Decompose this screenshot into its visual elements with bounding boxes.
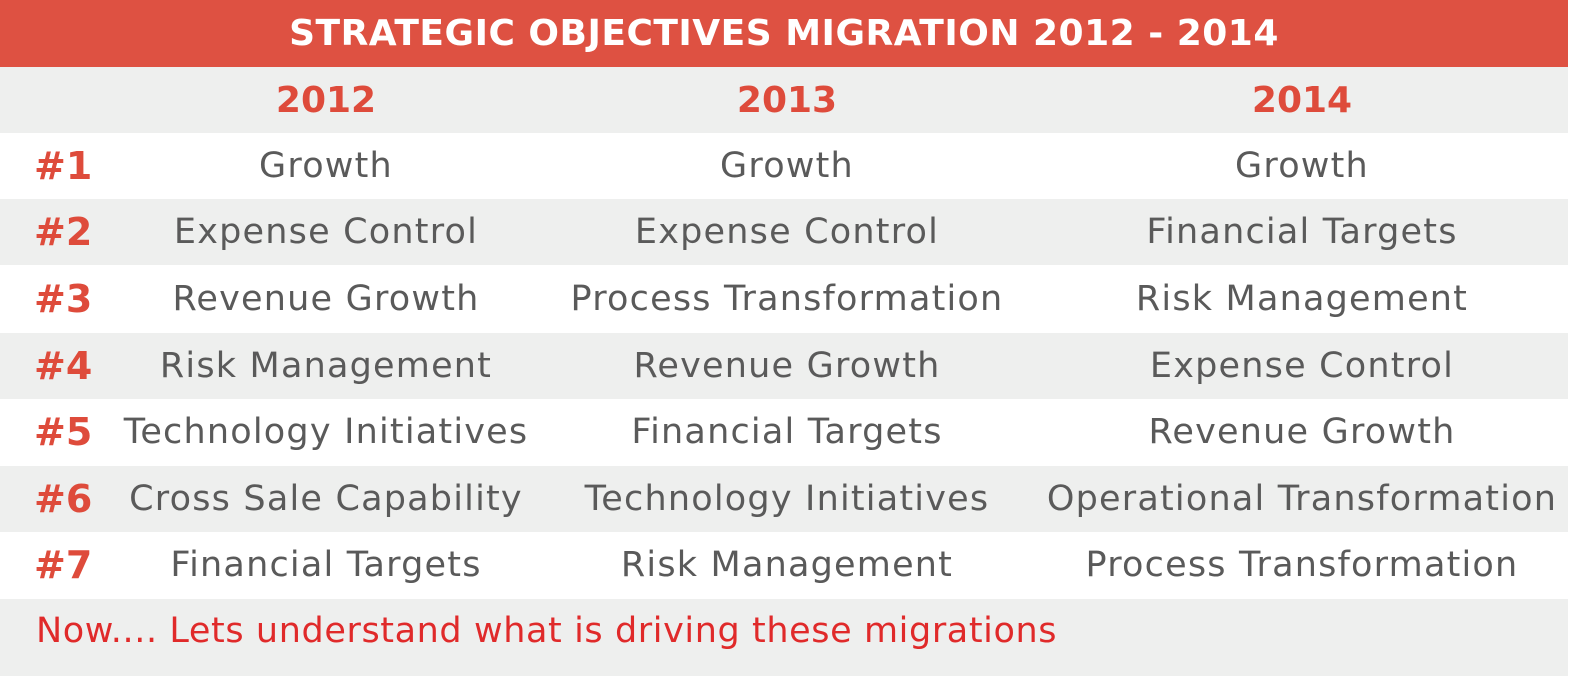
column-header-2012: 2012	[126, 67, 526, 133]
objective-text: Growth	[259, 146, 393, 186]
objective-cell: Revenue Growth	[560, 333, 1014, 399]
objective-text: Expense Control	[1149, 346, 1455, 386]
table-title: STRATEGIC OBJECTIVES MIGRATION 2012 - 20…	[0, 0, 1568, 67]
objective-cell: Expense Control	[126, 199, 526, 265]
objective-cell: Process Transformation	[1040, 532, 1564, 598]
objective-text: Expense Control	[173, 212, 479, 252]
rank-label: #6	[34, 477, 93, 521]
objective-cell: Growth	[560, 133, 1014, 199]
objective-text: Risk Management	[159, 346, 493, 386]
rank-cell: #1	[20, 133, 100, 199]
objective-cell: Financial Targets	[126, 532, 526, 598]
objective-cell: Operational Transformation	[1040, 466, 1564, 532]
rank-label: #3	[34, 277, 93, 321]
objective-cell: Risk Management	[126, 333, 526, 399]
rank-label: #4	[34, 344, 93, 388]
objective-cell: Technology Initiatives	[123, 399, 529, 465]
objective-cell: Growth	[1040, 133, 1564, 199]
objective-text: Revenue Growth	[172, 279, 480, 319]
rank-cell: #4	[20, 333, 100, 399]
column-header-2014: 2014	[1040, 67, 1564, 133]
rank-label: #7	[34, 543, 93, 587]
objective-cell: Revenue Growth	[1040, 399, 1564, 465]
year-label: 2014	[1251, 79, 1353, 121]
table-row: #6 Cross Sale Capability Technology Init…	[0, 466, 1568, 532]
rank-cell: #5	[20, 399, 100, 465]
rank-label: #2	[34, 210, 93, 254]
objective-text: Revenue Growth	[633, 346, 941, 386]
objective-cell: Financial Targets	[1040, 199, 1564, 265]
objective-text: Financial Targets	[1146, 212, 1458, 252]
objective-text: Revenue Growth	[1148, 412, 1456, 452]
right-margin	[1568, 0, 1587, 676]
table-row: #5 Technology Initiatives Financial Targ…	[0, 399, 1568, 465]
rank-cell: #2	[20, 199, 100, 265]
objective-text: Financial Targets	[170, 545, 482, 585]
rank-cell: #6	[20, 466, 100, 532]
header-row: 2012 2013 2014	[0, 67, 1568, 133]
table-row: #3 Revenue Growth Process Transformation…	[0, 266, 1568, 332]
rank-label: #1	[34, 144, 93, 188]
rank-cell: #3	[20, 266, 100, 332]
footer-note: Now.... Lets understand what is driving …	[36, 611, 1058, 651]
objective-text: Operational Transformation	[1046, 479, 1558, 519]
year-label: 2012	[275, 79, 377, 121]
objective-cell: Cross Sale Capability	[126, 466, 526, 532]
objective-cell: Growth	[126, 133, 526, 199]
year-label: 2013	[736, 79, 838, 121]
objective-text: Cross Sale Capability	[129, 479, 523, 519]
objective-text: Expense Control	[634, 212, 940, 252]
rank-cell: #7	[20, 532, 100, 598]
objective-cell: Risk Management	[560, 532, 1014, 598]
objective-cell: Risk Management	[1040, 266, 1564, 332]
table-row: #1 Growth Growth Growth	[0, 133, 1568, 199]
table-row: #7 Financial Targets Risk Management Pro…	[0, 532, 1568, 598]
objective-text: Risk Management	[1135, 279, 1469, 319]
objective-text: Process Transformation	[570, 279, 1004, 319]
objective-text: Growth	[1235, 146, 1369, 186]
objective-text: Technology Initiatives	[123, 412, 529, 452]
objective-text: Process Transformation	[1085, 545, 1519, 585]
table-row: #2 Expense Control Expense Control Finan…	[0, 199, 1568, 265]
objective-cell: Expense Control	[560, 199, 1014, 265]
footer-banner: Now.... Lets understand what is driving …	[0, 599, 1568, 676]
objective-text: Technology Initiatives	[584, 479, 990, 519]
objective-text: Growth	[720, 146, 854, 186]
objective-cell: Expense Control	[1040, 333, 1564, 399]
objective-cell: Revenue Growth	[126, 266, 526, 332]
objective-cell: Technology Initiatives	[560, 466, 1014, 532]
rank-label: #5	[34, 410, 93, 454]
table-row: #4 Risk Management Revenue Growth Expens…	[0, 333, 1568, 399]
objective-text: Financial Targets	[631, 412, 943, 452]
column-header-2013: 2013	[560, 67, 1014, 133]
objective-text: Risk Management	[620, 545, 954, 585]
objective-cell: Financial Targets	[560, 399, 1014, 465]
objective-cell: Process Transformation	[560, 266, 1014, 332]
